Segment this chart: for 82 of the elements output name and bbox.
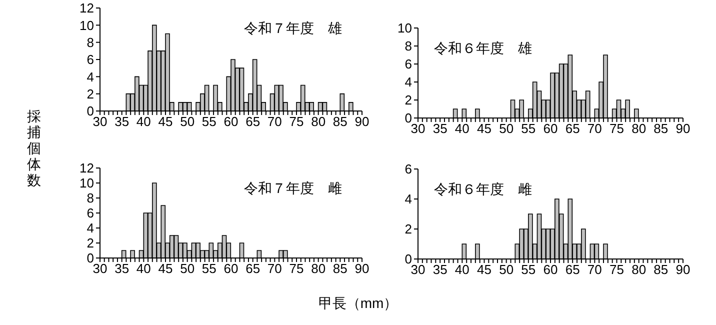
text: 令和７年度 雄 [244,20,342,38]
x-tick-label: 70 [267,261,282,276]
x-tick-label: 90 [676,262,690,278]
text: 令和７年度 雌 [244,180,342,198]
x-tick-label: 65 [246,114,260,130]
x-tick-label: 70 [587,262,602,278]
x-tick-label: 60 [543,262,558,278]
x-tick-label: 75 [289,261,304,276]
x-tick-label: 50 [180,114,195,130]
x-tick-label: 65 [565,121,580,136]
y-tick-label: 4 [86,220,94,236]
y-tick-label: 10 [80,176,94,191]
y-axis-title: 採捕個体数 [26,108,42,188]
text: 令和６年度 雌 [434,181,532,199]
x-tick-label: 30 [410,262,426,278]
x-tick-label: 90 [354,261,370,276]
x-tick-label: 35 [432,121,448,136]
y-tick-label: 4 [404,192,412,207]
x-tick-label: 65 [565,262,580,278]
y-tick-label: 6 [86,206,94,221]
y-tick-label: 2 [404,92,412,108]
x-tick-label: 35 [432,262,448,278]
x-tick-label: 50 [499,121,514,136]
y-tick-label: 0 [404,110,412,126]
x-tick-label: 80 [632,262,646,278]
x-tick-label: 40 [454,121,470,136]
x-tick-label: 75 [610,262,624,278]
x-tick-label: 80 [632,121,646,136]
x-tick-label: 60 [543,121,558,136]
x-tick-label: 85 [654,262,668,278]
y-tick-label: 0 [404,252,412,267]
y-tick-label: 4 [86,69,94,84]
x-tick-label: 55 [202,261,216,276]
x-tick-label: 40 [454,262,470,278]
y-tick-label: 8 [86,34,94,50]
x-tick-label: 65 [246,261,260,276]
y-tick-label: 8 [86,190,94,206]
x-tick-label: 85 [332,261,348,276]
x-tick-label: 35 [114,261,130,276]
x-tick-label: 85 [332,114,348,130]
x-tick-label: 45 [158,261,173,276]
x-tick-label: 55 [202,114,216,130]
y-tick-label: 0 [86,104,94,119]
y-tick-label: 10 [80,18,94,33]
x-tick-label: 40 [136,261,151,276]
y-tick-label: 2 [86,86,94,102]
x-tick-label: 50 [180,261,195,276]
y-tick-label: 6 [404,162,412,177]
x-tick-label: 60 [224,261,238,276]
x-tick-label: 35 [114,114,130,130]
x-tick-label: 40 [136,114,151,130]
x-tick-label: 50 [499,262,514,278]
y-tick-label: 4 [404,74,412,90]
x-tick-label: 75 [289,114,304,130]
y-tick-label: 0 [86,250,94,266]
y-tick-label: 12 [80,160,94,176]
x-tick-label: 75 [610,121,624,136]
y-tick-label: 6 [404,56,412,72]
x-tick-label: 60 [224,114,238,130]
x-tick-label: 30 [410,121,426,136]
x-tick-label: 30 [92,114,108,130]
y-tick-label: 8 [404,38,412,54]
x-tick-label: 85 [654,121,668,136]
x-tick-label: 90 [676,121,690,136]
x-tick-label: 80 [311,114,326,130]
x-tick-label: 55 [521,121,536,136]
x-tick-label: 45 [477,121,492,136]
y-tick-label: 6 [86,52,94,68]
y-tick-label: 2 [404,222,412,237]
x-tick-label: 80 [311,261,326,276]
x-tick-label: 45 [477,262,492,278]
x-tick-label: 45 [158,114,173,130]
y-tick-label: 2 [86,236,94,251]
text: 令和６年度 雄 [434,40,532,58]
x-tick-label: 90 [354,114,370,130]
x-tick-label: 70 [267,114,282,130]
x-tick-label: 70 [587,121,602,136]
x-tick-label: 30 [92,261,108,276]
x-tick-label: 55 [521,262,536,278]
x-axis-title: 甲長（mm） [317,295,399,313]
y-tick-label: 12 [80,0,94,16]
y-tick-label: 10 [398,20,412,36]
